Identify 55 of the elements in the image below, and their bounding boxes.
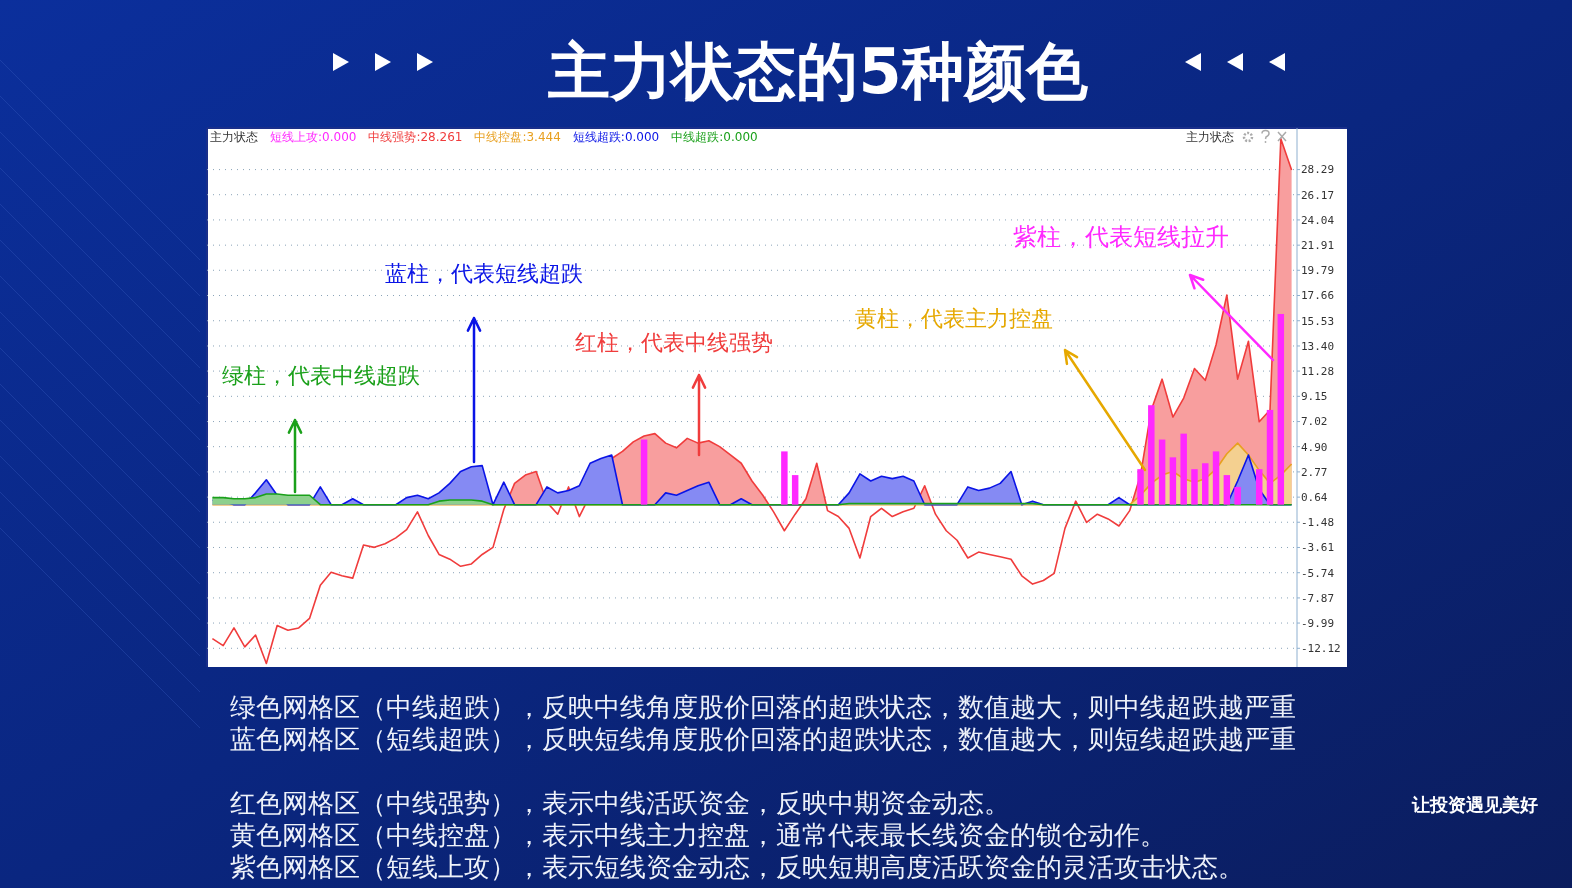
y-tick-label: -9.99 (1301, 616, 1335, 630)
bar (1148, 405, 1155, 505)
legend-title: 主力状态 (210, 130, 258, 144)
y-tick-label: 11.28 (1301, 364, 1335, 378)
bar (781, 451, 788, 505)
text: 让投资遇见美好 (1411, 794, 1538, 815)
text: 中线超跌:0.000 (671, 130, 758, 144)
y-tick-label: 19.79 (1301, 264, 1335, 278)
y-tick-label: 0.64 (1301, 490, 1328, 504)
annotation: 主力状态 (1186, 130, 1234, 144)
y-tick-label: -1.48 (1301, 516, 1335, 530)
bar (791, 475, 799, 505)
bar (1234, 486, 1241, 505)
bar (1137, 469, 1144, 505)
y-tick-label: 28.29 (1301, 163, 1335, 177)
text: 短线上攻:0.000 (270, 130, 357, 144)
text: 蓝色网格区（短线超跌），反映短线角度股价回落的超跌状态，数值越大，则短线超跌越严重 (230, 724, 1296, 754)
y-tick-label: 9.15 (1301, 390, 1328, 404)
y-tick-label: -3.61 (1301, 541, 1335, 555)
bar (1277, 313, 1285, 505)
bar (1158, 439, 1166, 505)
text: 红色网格区（中线强势），表示中线活跃资金，反映中期资金动态。 (230, 788, 1010, 818)
y-tick-label: 13.40 (1301, 339, 1335, 353)
y-tick-label: 24.04 (1301, 213, 1335, 227)
y-tick-label: 21.91 (1301, 239, 1335, 253)
bar (1169, 457, 1177, 505)
annotation: 黄柱，代表主力控盘 (855, 306, 1053, 331)
bar (1212, 451, 1220, 505)
y-tick-label: 7.02 (1301, 415, 1328, 429)
y-tick-label: 26.17 (1301, 188, 1335, 202)
annotation: 红柱，代表中线强势 (575, 330, 773, 355)
text: 黄色网格区（中线控盘），表示中线主力控盘，通常代表最长线资金的锁仓动作。 (230, 820, 1166, 850)
bar (1223, 475, 1231, 505)
y-tick-label: -12.12 (1301, 642, 1341, 656)
y-tick-label: 4.90 (1301, 440, 1328, 454)
bar (1202, 463, 1209, 505)
text: 紫色网格区（短线上攻），表示短线资金动态，反映短期高度活跃资金的灵活攻击状态。 (230, 852, 1244, 882)
y-tick-label: -7.87 (1301, 591, 1335, 605)
bar (1180, 433, 1187, 505)
text: 中线控盘:3.444 (474, 130, 561, 144)
annotation: 紫柱，代表短线拉升 (1013, 223, 1229, 251)
bar (1255, 469, 1263, 505)
bar (1266, 409, 1274, 505)
y-tick-label: 15.53 (1301, 314, 1335, 328)
annotation: 蓝柱，代表短线超跌 (385, 261, 583, 286)
chart-title: 主力状态的5种颜色 (547, 35, 1088, 108)
text: 短线超跌:0.000 (572, 130, 660, 144)
y-tick-label: -5.74 (1301, 566, 1335, 580)
text: 绿色网格区（中线超跌），反映中线角度股价回落的超跌状态，数值越大，则中线超跌越严重 (230, 692, 1296, 722)
annotation: 绿柱，代表中线超跌 (222, 363, 420, 388)
y-tick-label: 2.77 (1301, 465, 1328, 479)
bar (640, 439, 648, 505)
text: 中线强势:28.261 (368, 130, 463, 144)
bar (1191, 469, 1198, 505)
y-tick-label: 17.66 (1301, 289, 1335, 303)
